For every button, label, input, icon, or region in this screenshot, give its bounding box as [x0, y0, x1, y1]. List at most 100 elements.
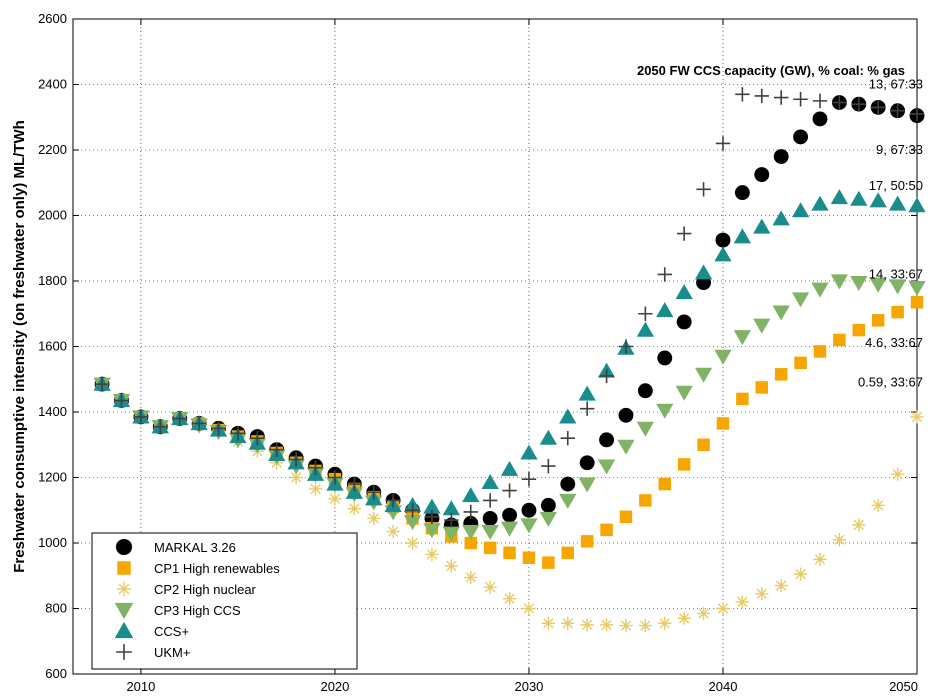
data-point: [656, 403, 674, 419]
data-point: [715, 232, 731, 248]
data-point: [521, 471, 537, 487]
data-point: [500, 521, 519, 537]
data-point: [502, 483, 517, 498]
data-point: [114, 393, 129, 408]
data-point: [890, 103, 905, 118]
data-point: [405, 536, 420, 550]
data-point: [405, 503, 420, 518]
legend-label: CP2 High nuclear: [154, 582, 257, 597]
data-point: [908, 197, 926, 213]
data-point: [832, 533, 846, 547]
data-point: [638, 618, 652, 633]
legend-marker: [115, 538, 133, 556]
data-point: [94, 376, 110, 392]
data-point: [811, 282, 829, 298]
data-point: [578, 385, 596, 401]
annotation-label: 9, 67:33: [876, 142, 923, 157]
data-point: [483, 541, 497, 555]
data-point: [714, 349, 732, 365]
data-point: [888, 279, 907, 295]
data-point: [772, 210, 790, 226]
data-point: [618, 407, 634, 423]
x-tick-label: 2020: [320, 679, 349, 694]
legend-marker: [117, 561, 131, 575]
data-point: [676, 226, 692, 241]
legend-label: MARKAL 3.26: [154, 540, 236, 555]
data-point: [850, 276, 868, 292]
data-point: [733, 330, 752, 346]
data-point: [657, 350, 673, 366]
data-point: [637, 383, 653, 399]
legend-marker: [114, 621, 134, 639]
data-point: [639, 494, 652, 507]
data-point: [833, 333, 846, 347]
data-point: [772, 305, 790, 321]
data-point: [599, 618, 614, 632]
data-point: [464, 536, 477, 550]
y-tick-label: 1000: [38, 535, 67, 550]
data-point: [871, 314, 885, 327]
data-point: [753, 218, 771, 234]
data-point: [677, 611, 691, 625]
legend-label: UKM+: [154, 645, 190, 660]
data-point: [715, 136, 731, 151]
data-point: [734, 185, 750, 201]
data-point: [832, 95, 847, 110]
data-point: [791, 292, 810, 308]
data-point: [540, 497, 556, 513]
x-tick-label: 2010: [126, 679, 155, 694]
data-point: [133, 409, 149, 425]
data-point: [852, 323, 866, 337]
data-point: [657, 267, 672, 282]
data-point: [888, 195, 907, 211]
data-point: [813, 552, 827, 566]
data-point: [793, 92, 808, 107]
data-point: [597, 459, 616, 475]
data-point: [599, 432, 615, 448]
data-point: [559, 493, 577, 509]
annotation-title: 2050 FW CCS capacity (GW), % coal: % gas: [637, 63, 905, 78]
data-point: [813, 345, 827, 358]
data-point: [676, 314, 692, 330]
annotations: 13, 67:33 9, 67:33 17, 50:50 14, 33:67 4.6, …: [858, 77, 923, 390]
data-point: [811, 195, 829, 211]
data-point: [658, 616, 672, 630]
data-point: [755, 381, 769, 394]
data-point: [366, 485, 381, 500]
data-point: [890, 467, 905, 481]
data-point: [753, 318, 771, 334]
data-point: [483, 580, 497, 594]
data-point: [386, 524, 400, 539]
data-point: [600, 523, 613, 537]
data-point: [694, 367, 713, 383]
data-point: [385, 493, 401, 508]
data-point: [617, 439, 635, 455]
data-point: [733, 228, 752, 244]
legend-label: CCS+: [154, 624, 189, 639]
data-point: [500, 460, 519, 476]
data-point: [153, 419, 168, 434]
data-point: [327, 470, 343, 485]
data-point: [423, 523, 441, 539]
data-point: [909, 106, 925, 122]
y-tick-label: 800: [45, 601, 67, 616]
data-point: [694, 264, 713, 280]
data-point: [636, 321, 655, 337]
data-point: [308, 482, 323, 496]
data-point: [347, 502, 361, 516]
data-point: [442, 500, 460, 516]
data-point: [522, 551, 536, 564]
annotation-label: 17, 50:50: [869, 178, 923, 193]
data-point: [716, 601, 730, 616]
data-point: [755, 587, 769, 601]
data-point: [520, 444, 538, 460]
data-point: [541, 616, 555, 630]
data-point: [367, 511, 381, 526]
data-point: [830, 189, 849, 205]
series-cp3-high-ccs: [93, 274, 926, 542]
data-point: [211, 421, 226, 436]
legend-label: CP3 High CCS: [154, 603, 241, 618]
data-point: [870, 100, 886, 115]
data-point: [502, 592, 517, 606]
